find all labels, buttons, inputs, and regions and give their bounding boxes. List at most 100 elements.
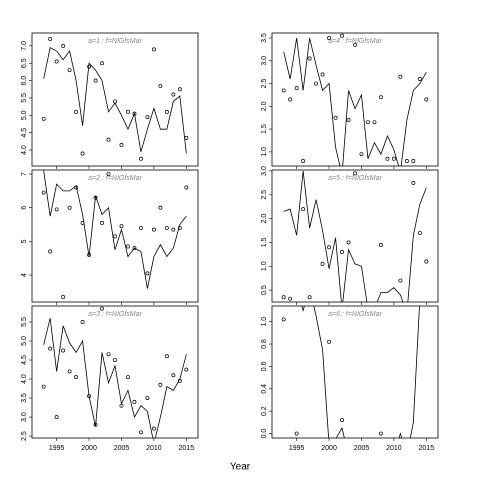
data-point [54, 415, 59, 420]
y-tick-label: 5.5 [21, 317, 28, 327]
data-point [100, 220, 104, 225]
plot-area [281, 170, 429, 302]
data-point [398, 278, 403, 283]
data-point [353, 171, 357, 176]
data-point [126, 244, 130, 249]
data-point [378, 242, 383, 247]
data-point [119, 142, 124, 147]
data-point [327, 245, 332, 250]
data-point [424, 97, 429, 102]
y-tick-label: 1.0 [261, 261, 268, 271]
data-point [138, 156, 143, 161]
panel-frame [31, 169, 199, 303]
y-tick-label: 3.0 [261, 166, 268, 176]
data-point [41, 384, 46, 389]
data-point [288, 97, 293, 102]
data-point [307, 56, 312, 61]
data-point [151, 47, 156, 52]
data-point [145, 115, 150, 119]
y-tick-label: 2.0 [261, 101, 268, 111]
data-point [158, 83, 163, 88]
panel-title: a=4 : f=NIGfsMar [328, 38, 382, 45]
data-point [48, 346, 53, 351]
plot-area [281, 33, 429, 166]
panel-title: a=5 : f=NIGfsMar [328, 175, 382, 182]
y-tick-label: 1.0 [261, 317, 268, 327]
panel-title: a=2 : f=NIGfsMar [88, 175, 142, 182]
y-tick-label: 0.0 [261, 429, 268, 439]
data-point [398, 74, 403, 79]
data-point [294, 86, 299, 91]
data-point [411, 180, 416, 185]
panel-title: a=6 : f=NIGfsMar [328, 311, 382, 318]
y-tick-label: 6.5 [21, 58, 28, 68]
y-tick-label: 0.5 [261, 285, 268, 295]
data-point [119, 224, 124, 229]
panel-frame [271, 169, 439, 303]
x-tick-label: 2015 [179, 445, 195, 452]
plot-area [41, 170, 189, 299]
data-point [113, 234, 117, 239]
data-point [378, 431, 383, 436]
plot-area [41, 306, 189, 438]
data-point [132, 399, 137, 404]
x-tick-label: 2010 [146, 445, 162, 452]
data-point [145, 271, 150, 276]
data-point [378, 95, 383, 100]
data-point [48, 36, 53, 41]
data-point [54, 59, 59, 64]
data-point [281, 295, 286, 300]
y-tick-label: 0.4 [261, 384, 268, 394]
data-point [301, 159, 306, 163]
data-point [145, 396, 150, 401]
data-point [138, 430, 143, 435]
y-tick-label: 0.8 [261, 339, 268, 349]
data-point [151, 227, 156, 232]
y-tick-label: 2.0 [261, 214, 268, 224]
y-tick-label: 3.5 [21, 393, 28, 403]
x-axis-label: Year [230, 462, 251, 473]
data-point [74, 109, 79, 114]
panel-title: a=3 : f=NIGfsMar [88, 311, 142, 318]
y-tick-label: 1.5 [261, 237, 268, 247]
data-point [48, 249, 53, 254]
data-point [54, 207, 59, 212]
data-point [391, 156, 396, 161]
panel-frame [31, 32, 199, 167]
data-point [158, 205, 163, 210]
data-point [126, 109, 130, 114]
data-line [43, 318, 187, 438]
x-tick-label: 1995 [289, 445, 305, 452]
x-tick-label: 2015 [419, 445, 435, 452]
data-point [177, 87, 182, 92]
data-line [283, 170, 427, 302]
data-point [404, 159, 409, 163]
x-tick-label: 2000 [321, 445, 337, 452]
data-line [301, 306, 420, 438]
x-tick-label: 2010 [386, 445, 402, 452]
data-point [307, 295, 312, 300]
data-point [424, 259, 429, 264]
y-tick-label: 5.0 [21, 110, 28, 120]
data-point [417, 77, 422, 81]
data-point [171, 373, 176, 378]
data-point [288, 296, 293, 301]
data-point [106, 172, 111, 176]
data-point [411, 159, 416, 163]
data-point [80, 320, 85, 324]
data-point [184, 135, 189, 140]
data-point [340, 250, 344, 254]
y-tick-label: 5 [21, 239, 28, 243]
data-point [353, 42, 357, 47]
data-point [184, 185, 189, 190]
y-tick-label: 5.5 [21, 93, 28, 103]
data-point [151, 426, 156, 431]
panel-frame [271, 32, 439, 167]
data-point [301, 207, 306, 212]
data-point [61, 294, 66, 299]
data-point [41, 116, 46, 121]
data-point [74, 375, 79, 380]
data-point [106, 137, 111, 142]
data-point [340, 418, 344, 423]
